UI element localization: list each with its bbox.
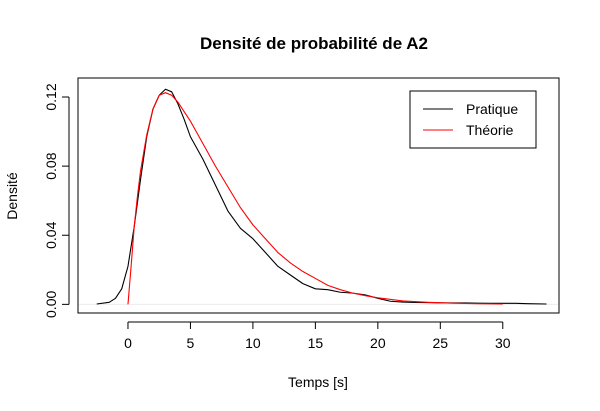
series-layer (79, 88, 558, 305)
x-tick-label: 0 (124, 335, 132, 351)
series-line-theorie (127, 92, 503, 305)
y-tick-label: 0.12 (43, 83, 59, 110)
chart-title: Densité de probabilité de A2 (200, 34, 428, 53)
y-tick-label: 0.04 (43, 221, 59, 248)
y-tick-label: 0.08 (43, 152, 59, 179)
legend: Pratique Théorie (409, 90, 537, 149)
x-tick-label: 30 (495, 335, 511, 351)
x-tick-label: 15 (308, 335, 324, 351)
x-tick-label: 10 (245, 335, 261, 351)
x-tick-label: 20 (370, 335, 386, 351)
legend-label-pratique: Pratique (466, 101, 518, 117)
y-tick-label: 0.00 (43, 291, 59, 318)
plot-frame (77, 77, 560, 314)
y-axis: 0.00 0.04 0.08 0.12 (43, 83, 70, 318)
x-axis-label: Temps [s] (288, 374, 348, 390)
legend-box (409, 90, 537, 149)
legend-label-theorie: Théorie (466, 122, 514, 138)
x-tick-label: 25 (433, 335, 449, 351)
y-axis-label: Densité (4, 172, 20, 220)
x-axis: 0 5 10 15 20 25 30 (124, 321, 511, 351)
x-tick-label: 5 (187, 335, 195, 351)
